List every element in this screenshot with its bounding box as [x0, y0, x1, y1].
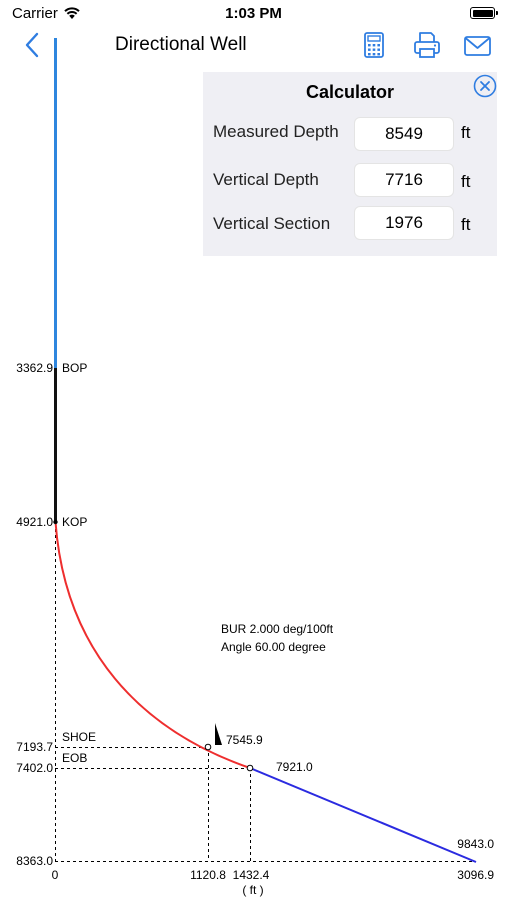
measured-depth-input[interactable] [354, 117, 454, 151]
x-tick-label-td: 3096.9 [457, 868, 494, 882]
build-rate-annotation: BUR 2.000 deg/100ft [221, 622, 334, 636]
depth-label-shoe: 7193.7 [16, 740, 53, 754]
x-tick-label-eob: 1432.4 [233, 868, 270, 882]
depth-label-td: 8363.0 [16, 854, 53, 868]
close-calculator-button[interactable] [471, 72, 499, 100]
printer-icon [414, 32, 440, 58]
back-button[interactable] [18, 30, 48, 60]
status-time: 1:03 PM [225, 5, 282, 22]
shoe-marker [204, 743, 212, 751]
depth-label-eob: 7402.0 [16, 761, 53, 775]
vertical-section-label: Vertical Section [213, 214, 331, 233]
calculator-panel: Calculator Measured Depth ft Vertical De… [203, 72, 497, 256]
md-label-eob: 7921.0 [276, 760, 313, 774]
measured-depth-unit: ft [461, 123, 471, 142]
measured-depth-label: Measured Depth [213, 122, 339, 141]
print-button[interactable] [411, 30, 443, 62]
status-bar: Carrier 1:03 PM [0, 0, 507, 28]
well-path-tangent-segment [249, 767, 477, 863]
point-label-kop: KOP [62, 515, 87, 529]
point-label-eob: EOB [62, 751, 87, 765]
vertical-depth-input[interactable] [354, 163, 454, 197]
calculator-button[interactable] [358, 30, 390, 62]
point-label-bop: BOP [62, 361, 87, 375]
md-label-shoe: 7545.9 [226, 733, 263, 747]
carrier-label: Carrier [12, 5, 58, 22]
casing-shoe-icon [215, 723, 222, 745]
well-path-build-curve [54, 521, 251, 769]
back-chevron-icon [25, 32, 39, 58]
depth-label-bop: 3362.9 [16, 361, 53, 375]
md-label-td: 9843.0 [457, 837, 494, 851]
wifi-icon [64, 7, 80, 19]
x-tick-label-0: 0 [52, 868, 59, 882]
depth-label-kop: 4921.0 [16, 515, 53, 529]
vertical-depth-unit: ft [461, 172, 471, 191]
angle-annotation: Angle 60.00 degree [221, 640, 326, 654]
x-tick-label-shoe: 1120.8 [190, 868, 226, 882]
vertical-section-unit: ft [461, 215, 471, 234]
page-title: Directional Well [115, 34, 247, 55]
mail-icon [464, 36, 491, 56]
x-axis-unit-label: ( ft ) [242, 883, 263, 897]
navigation-bar: Directional Well [0, 28, 507, 64]
vertical-section-input[interactable] [354, 206, 454, 240]
calculator-icon [364, 32, 384, 58]
kop-marker [53, 519, 58, 525]
close-icon [473, 74, 497, 98]
calculator-title: Calculator [305, 82, 395, 102]
eob-marker [246, 764, 254, 772]
battery-icon [470, 7, 498, 19]
vertical-depth-label: Vertical Depth [213, 170, 319, 189]
mail-button[interactable] [462, 30, 494, 62]
point-label-shoe: SHOE [62, 730, 96, 744]
